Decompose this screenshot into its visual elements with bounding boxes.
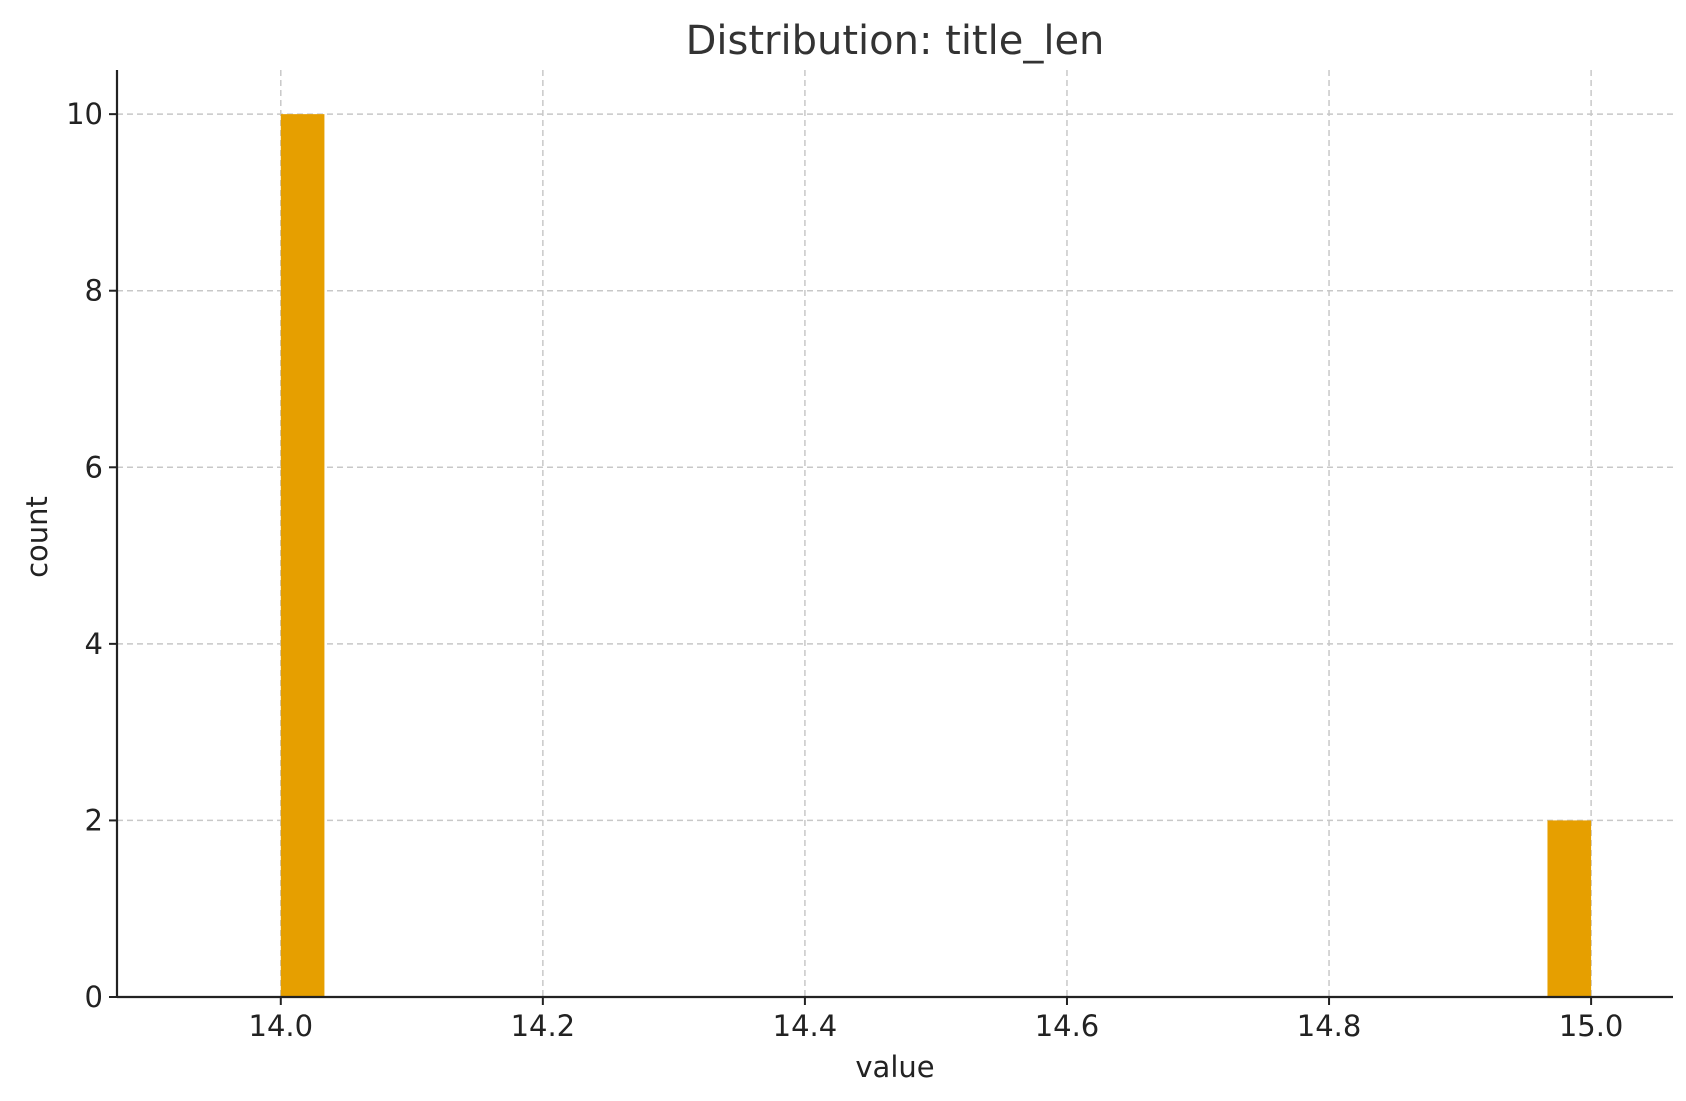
x-tick-label-0: 14.0 <box>249 1009 314 1043</box>
x-axis-label: value <box>855 1050 934 1084</box>
histogram-bar-0 <box>280 114 325 997</box>
chart-title: Distribution: title_len <box>686 18 1105 64</box>
histogram-bar-1 <box>1547 820 1592 997</box>
grid-lines <box>117 70 1673 998</box>
axes <box>115 70 1673 999</box>
y-tick-label-5: 10 <box>66 97 103 131</box>
y-tick-label-2: 4 <box>85 627 103 661</box>
x-tick-label-4: 14.8 <box>1297 1009 1362 1043</box>
x-tick-label-5: 15.0 <box>1559 1009 1624 1043</box>
y-tick-label-0: 0 <box>85 980 103 1014</box>
y-axis-label: count <box>20 496 54 578</box>
histogram-bars <box>280 114 1592 997</box>
x-tick-label-1: 14.2 <box>511 1009 576 1043</box>
x-axis-ticks: 14.0 14.2 14.4 14.6 14.8 15.0 <box>249 997 1624 1043</box>
x-tick-label-2: 14.4 <box>773 1009 838 1043</box>
x-tick-label-3: 14.6 <box>1035 1009 1100 1043</box>
y-axis-ticks: 0 2 4 6 8 10 <box>66 97 117 1014</box>
y-tick-label-3: 6 <box>85 450 103 484</box>
y-tick-label-4: 8 <box>85 274 103 308</box>
y-tick-label-1: 2 <box>85 803 103 837</box>
